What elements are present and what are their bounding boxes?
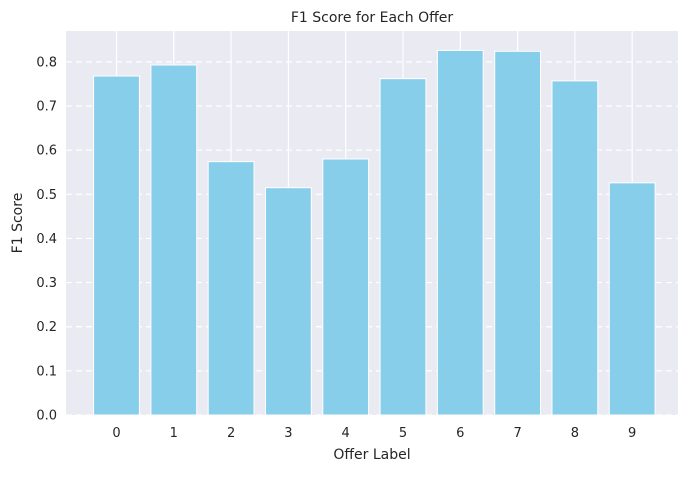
- y-tick-label: 0.6: [36, 144, 57, 159]
- bar: [436, 49, 484, 416]
- bar: [265, 187, 312, 416]
- bar: [93, 75, 140, 416]
- bars-layer: [93, 49, 656, 416]
- x-tick-label: 1: [170, 426, 178, 441]
- bar: [207, 161, 255, 416]
- bar: [322, 158, 370, 416]
- x-tick-label: 2: [227, 426, 235, 441]
- y-tick-label: 0.7: [36, 100, 57, 115]
- y-tick-label: 0.5: [36, 188, 57, 203]
- y-tick-label: 0.4: [36, 232, 57, 247]
- y-tick-label: 0.1: [36, 364, 57, 379]
- x-tick-label: 7: [513, 426, 521, 441]
- y-tick-label: 0.2: [36, 320, 57, 335]
- x-tick-label: 5: [399, 426, 407, 441]
- x-tick-label: 9: [628, 426, 636, 441]
- bar: [379, 78, 427, 416]
- bar: [551, 80, 599, 416]
- x-tick-label: 0: [112, 426, 120, 441]
- x-axis-label: Offer Label: [333, 447, 410, 463]
- y-tick-label: 0.3: [36, 276, 57, 291]
- x-tick-labels: 0 1 2 3 4 5 6 7 8 9: [112, 426, 636, 441]
- x-tick-label: 3: [284, 426, 292, 441]
- chart-title: F1 Score for Each Offer: [291, 10, 453, 26]
- y-axis-label: F1 Score: [10, 193, 26, 254]
- x-tick-label: 4: [342, 426, 350, 441]
- bar: [494, 50, 542, 416]
- y-tick-label: 0.0: [36, 409, 57, 424]
- y-tick-labels: 0.0 0.1 0.2 0.3 0.4 0.5 0.6 0.7 0.8: [36, 55, 57, 423]
- bar: [150, 64, 198, 416]
- x-tick-label: 6: [456, 426, 464, 441]
- bar: [608, 182, 656, 416]
- x-tick-label: 8: [571, 426, 579, 441]
- y-tick-label: 0.8: [36, 55, 57, 70]
